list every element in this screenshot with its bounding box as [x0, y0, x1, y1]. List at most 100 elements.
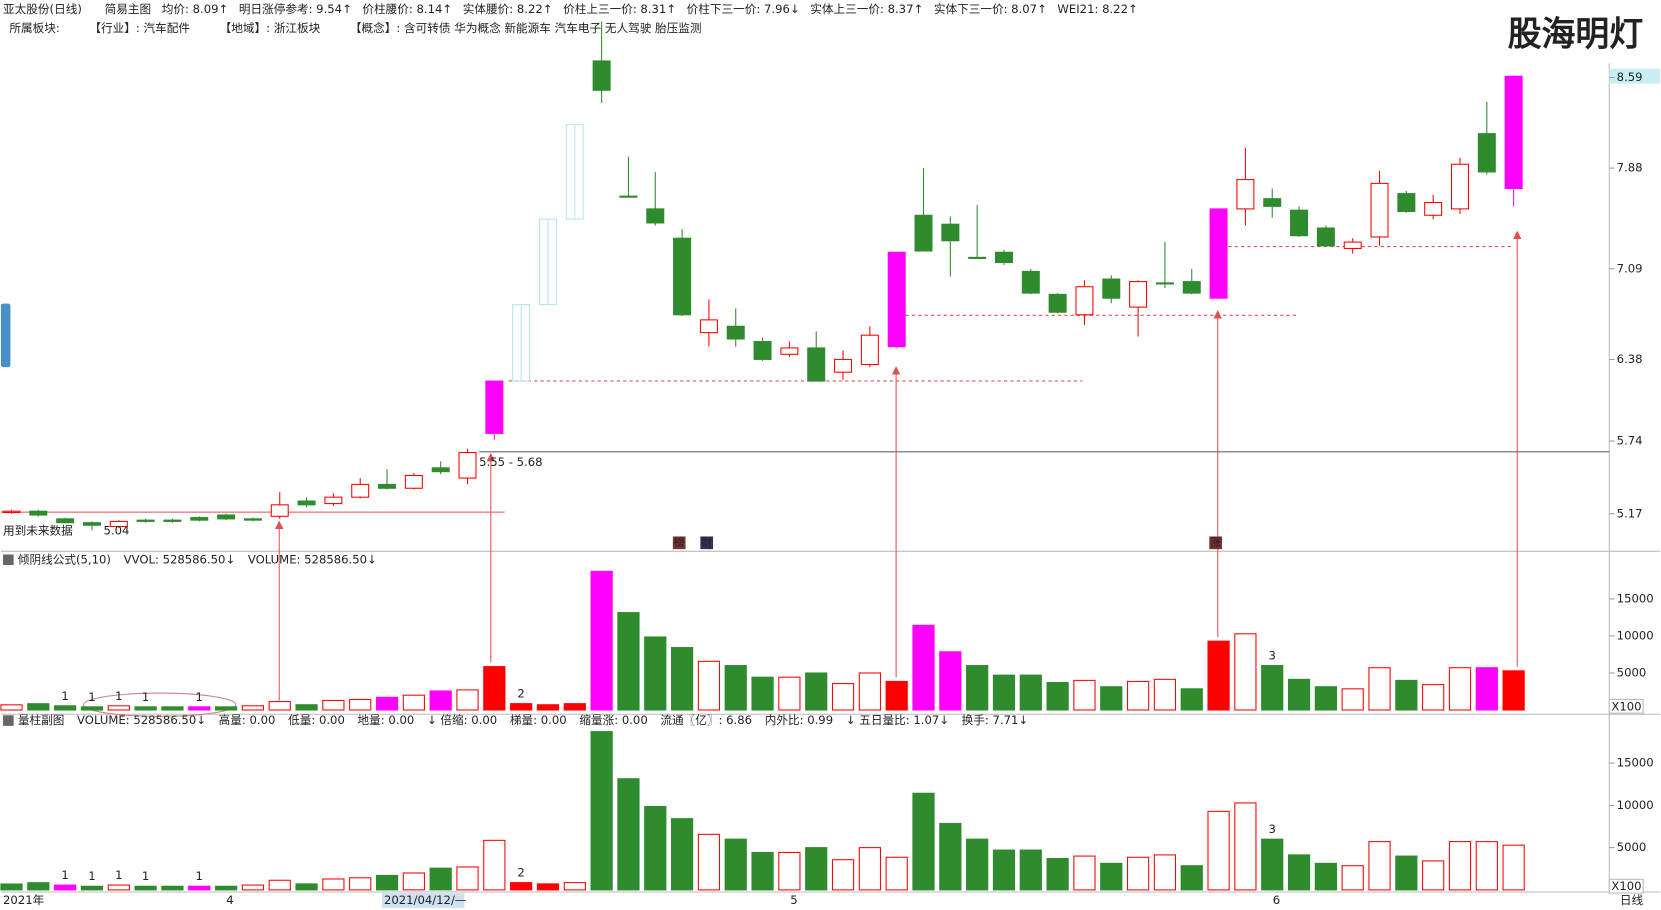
volume-bar — [107, 705, 130, 711]
side-tab[interactable] — [0, 303, 11, 368]
indicator: 实体下三一价: 8.07↑ — [934, 2, 1047, 16]
candle-body — [404, 474, 423, 489]
volume-bar — [1073, 855, 1096, 891]
volume-bar — [1100, 862, 1123, 891]
candle-body — [56, 518, 75, 524]
price-tag — [1609, 68, 1661, 84]
signal-label: 1 — [61, 689, 68, 703]
sector-info: 【概念】: 含可转债 华为概念 新能源车 汽车电子 无人驾驶 胎压监测 — [350, 21, 702, 35]
y-tick-label: 5.17 — [1617, 506, 1643, 520]
signal-label: 2 — [517, 687, 524, 701]
candle-body — [351, 483, 370, 498]
volume-bar — [295, 704, 318, 711]
collapse-icon[interactable] — [3, 554, 14, 566]
volume-bar — [1368, 667, 1391, 711]
volume-bar — [992, 849, 1016, 891]
volume-bar — [268, 879, 291, 891]
volume-bar — [1341, 865, 1364, 891]
volume-bar — [402, 694, 425, 711]
icon-box — [1209, 536, 1223, 550]
candle-body — [163, 519, 182, 522]
candle-body — [431, 467, 450, 473]
volume-bar — [241, 705, 265, 711]
volume-bar — [1341, 688, 1364, 711]
volume-bar — [1126, 680, 1150, 711]
volume-bar — [885, 680, 908, 711]
candle-body — [109, 520, 128, 528]
annotation: 用到未来数据 — [3, 524, 73, 538]
x-axis-label: 日线 — [1620, 893, 1644, 907]
candle-body — [1504, 75, 1523, 190]
candle-body — [324, 496, 343, 505]
icon-box — [700, 536, 714, 550]
candle-body — [2, 510, 21, 514]
candle-body — [297, 500, 316, 506]
volume-bar — [0, 704, 23, 711]
candle-body — [190, 517, 209, 521]
volume-bar — [1395, 855, 1418, 891]
volume-bar — [724, 665, 747, 711]
volume-bar — [1475, 841, 1498, 891]
candle-body — [512, 304, 531, 382]
volume-bar — [966, 838, 989, 891]
candle-body — [726, 325, 745, 340]
y-tick-label: 15000 — [1617, 756, 1654, 770]
indicator: ↓ 倍缩: 0.00 — [427, 713, 497, 727]
x-axis-label: 2021年 — [3, 893, 45, 907]
volume-bar — [536, 704, 560, 711]
indicator: ↓ 五日量比: 1.07↓ — [846, 713, 949, 727]
icon: 榜 — [674, 536, 685, 549]
volume-bar — [80, 885, 104, 891]
candle-body — [1102, 278, 1121, 299]
volume-bar — [1395, 679, 1418, 711]
volume-bar — [1100, 686, 1123, 711]
indicator: VOLUME: 528586.50↓ — [248, 552, 377, 566]
x-axis-label: 5 — [790, 893, 797, 907]
volume-bar — [966, 665, 989, 711]
volume-bar — [1046, 682, 1069, 711]
volume-bar — [1019, 674, 1042, 711]
indicator: 缩量涨: 0.00 — [579, 713, 647, 727]
volume-bar — [161, 885, 184, 891]
volume-bar — [214, 706, 238, 711]
volume-bar — [27, 882, 50, 891]
candle-body — [1021, 270, 1040, 294]
candle-body — [1236, 179, 1255, 210]
volume-bar — [1153, 854, 1177, 891]
indicator: 价柱腰价: 8.14↑ — [362, 2, 452, 16]
candle-body — [1048, 293, 1067, 313]
candle-body — [458, 452, 477, 479]
volume-bar — [751, 676, 774, 711]
candle-body — [592, 60, 611, 91]
candle-body — [1450, 163, 1469, 210]
candle-body — [1343, 241, 1362, 249]
volume-bar — [322, 878, 345, 891]
volume-bar — [429, 867, 452, 891]
volume-bar — [510, 703, 533, 711]
volume-bar — [1422, 860, 1445, 891]
volume-bar — [214, 885, 238, 891]
candle-body — [807, 347, 826, 382]
volume-bar — [188, 885, 211, 891]
indicator: 高量: 0.00 — [219, 713, 276, 727]
signal-label: 3 — [1269, 822, 1276, 836]
volume-bar — [1046, 858, 1069, 891]
highlight-ellipse — [82, 692, 237, 717]
volume-bar — [54, 884, 77, 891]
y-tick-label: 8.59 — [1617, 70, 1643, 84]
collapse-icon[interactable] — [3, 715, 14, 726]
volume-bar — [939, 822, 962, 891]
candle-body — [1129, 281, 1148, 308]
volume-bar — [1502, 844, 1525, 891]
volume-bar — [563, 703, 586, 711]
volume-bar — [1234, 633, 1257, 711]
signal-label: 1 — [115, 868, 122, 882]
y-tick-label: 10000 — [1617, 798, 1654, 812]
candle-body — [136, 519, 155, 522]
signal-label: 1 — [196, 690, 203, 704]
y-tick-label: 5.74 — [1617, 434, 1643, 448]
volume-bar — [1448, 667, 1472, 711]
volume-bar — [805, 672, 828, 711]
